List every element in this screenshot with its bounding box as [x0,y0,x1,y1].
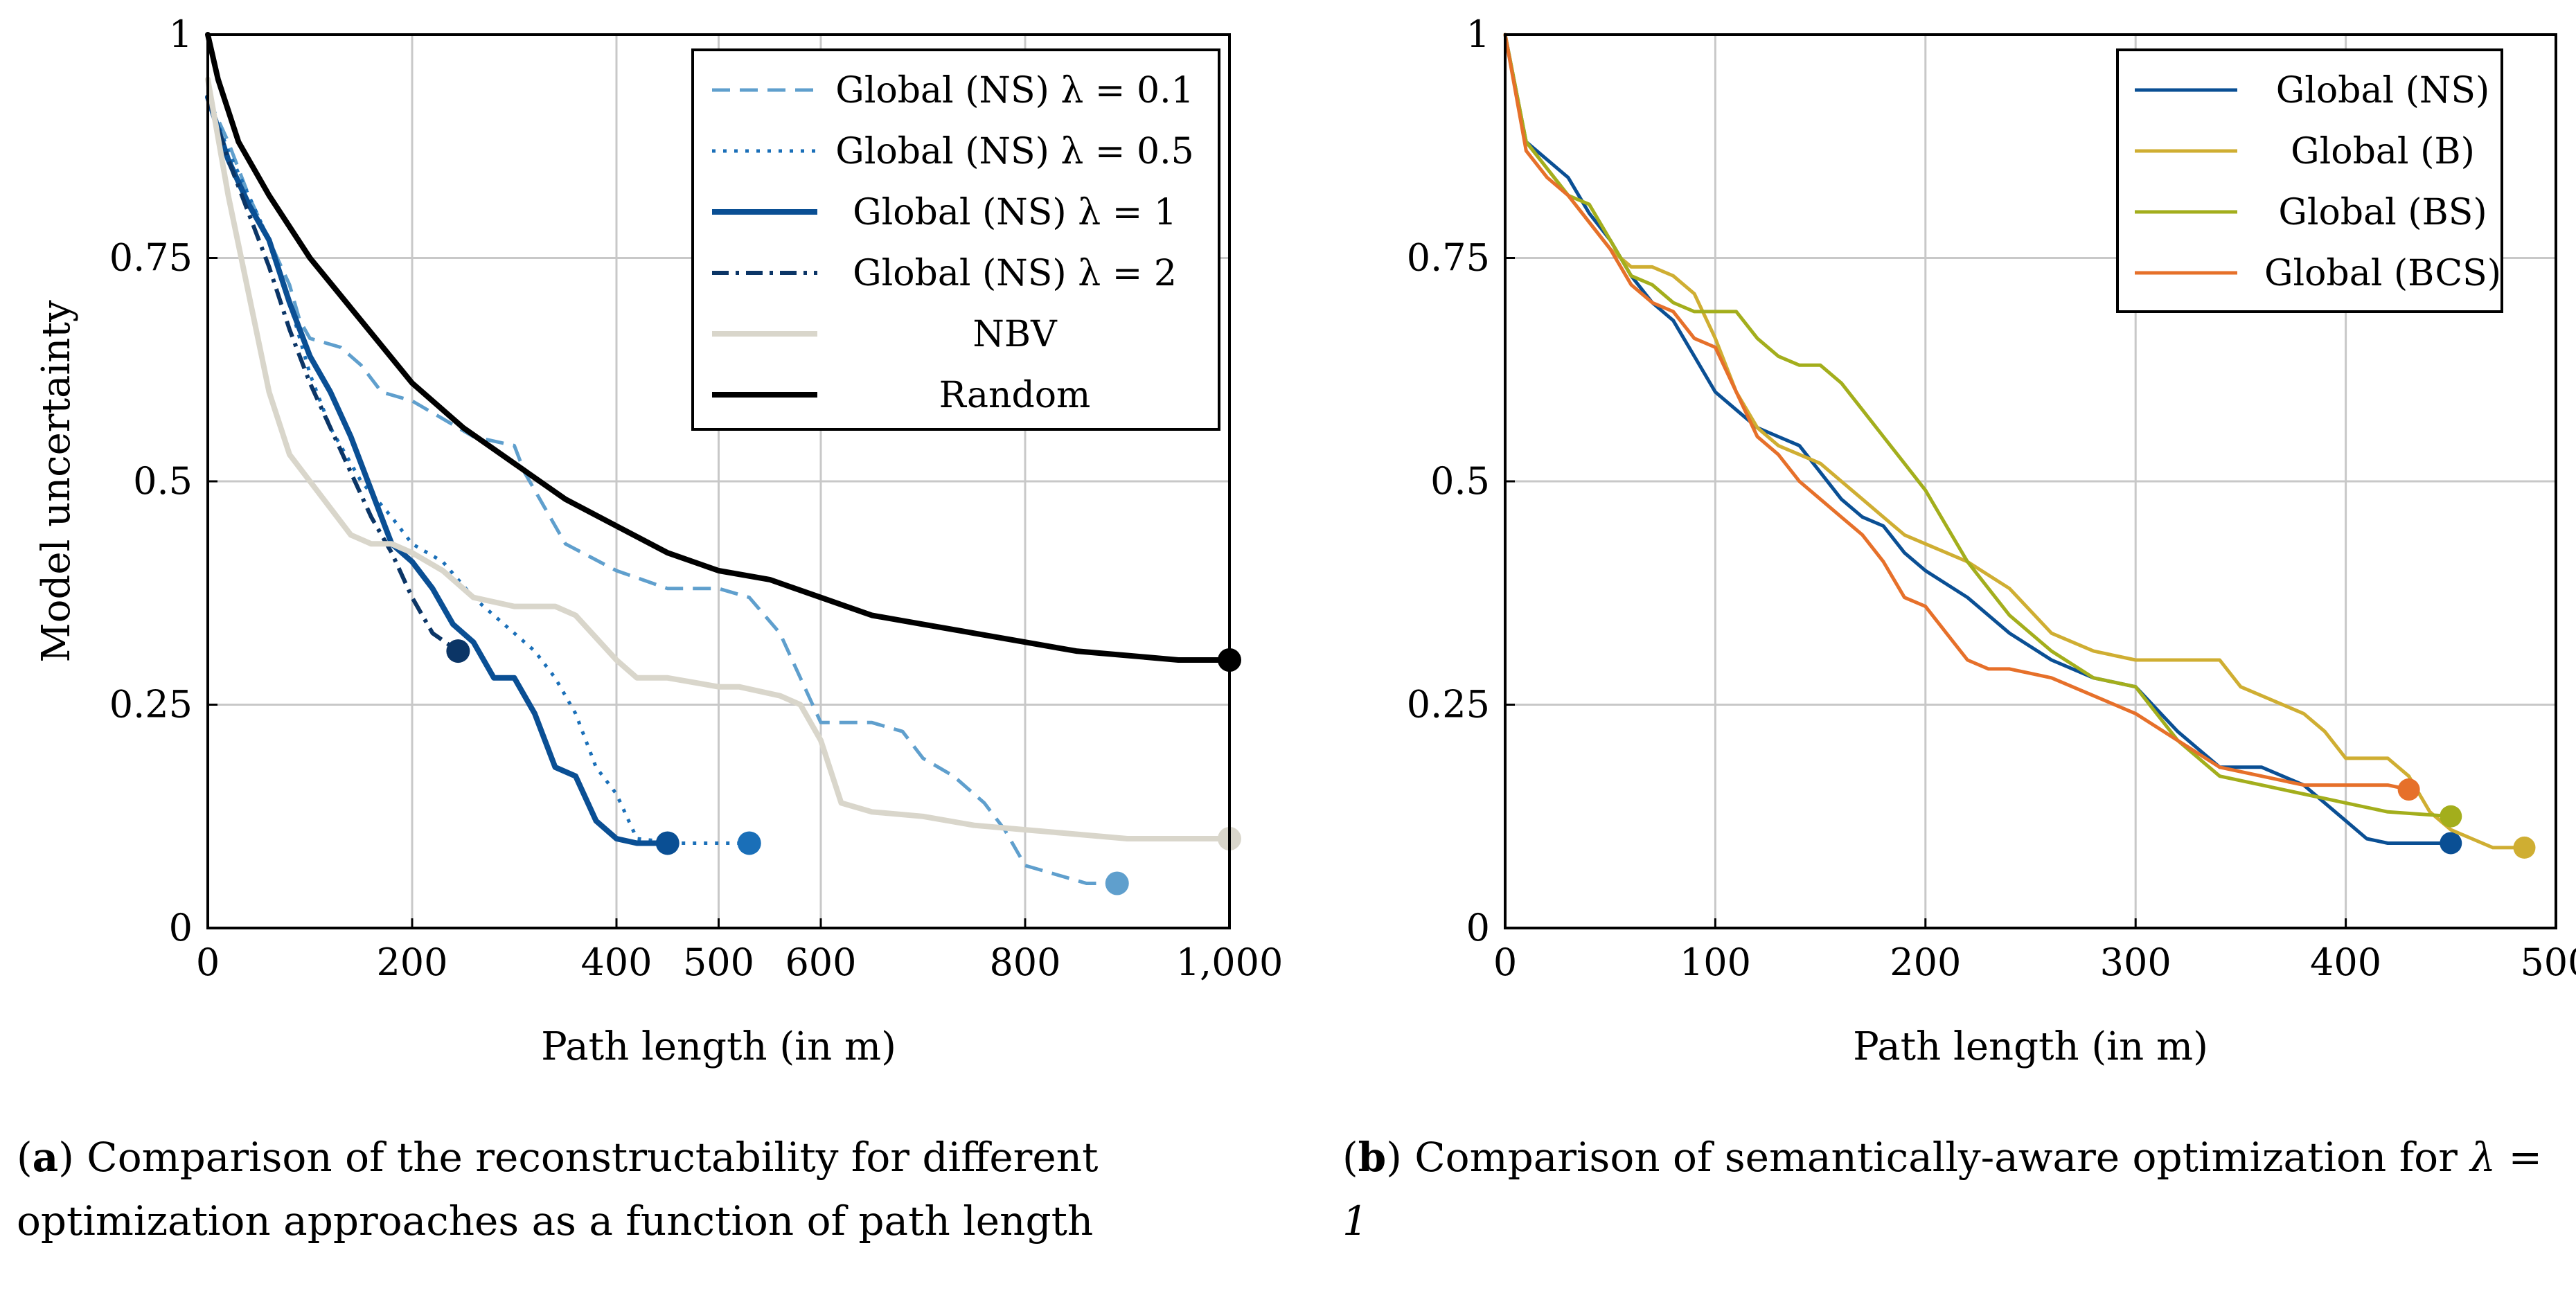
chart-a-ytick-label-4: 1 [169,12,193,56]
chart-b-ticks: 0 100 200 300 400 500 0 0.25 0.5 0.75 1 [1407,12,2576,984]
chart-b-ytick-label-0: 0 [1466,906,1490,949]
chart-a-xtick-label-0: 0 [196,940,220,984]
chart-a-series-3-line [206,96,460,653]
chart-a: 0 200 400 500 600 800 1,000 0 0.25 0.5 0.75 1 Path … [34,12,1283,1069]
chart-b-legend-label-2: Global (BS) [2278,192,2487,233]
chart-a-legend: Global (NS) λ = 0.1 Global (NS) λ = 0.5 Gl… [691,48,1220,431]
chart-b-xtick-label-0: 0 [1493,940,1517,984]
chart-b-ytick-label-3: 0.75 [1407,236,1490,280]
chart-a-xtick-label-5: 800 [989,940,1060,984]
chart-a-xtick-label-2: 400 [580,940,652,984]
chart-b-xlabel: Path length (in m) [1853,1024,2208,1069]
chart-a-ytick-label-0: 0 [169,906,193,949]
chart-b-legend-label-1: Global (B) [2291,131,2475,172]
chart-a-series-2-end-marker [655,831,679,855]
chart-b-ytick-label-4: 1 [1466,12,1490,56]
chart-a-series-2-line [205,94,670,846]
chart-a-series-3-end-marker [446,639,470,663]
chart-a-legend-label-0: Global (NS) λ = 0.1 [835,70,1193,112]
chart-b-xtick-label-4: 400 [2310,940,2381,984]
chart-b-series-3-line [1503,33,2411,792]
chart-b-xtick-label-3: 300 [2100,940,2171,984]
figure: 0 200 400 500 600 800 1,000 0 0.25 0.5 0.75 1 Path … [34,12,2576,1069]
chart-a-xlabel: Path length (in m) [541,1024,896,1069]
chart-b-legend-box [2116,48,2503,313]
caption-b-lambda: λ = 1 [1342,1134,2543,1245]
chart-b-series-3-end-marker [2397,778,2420,801]
chart-a-xtick-label-6: 1,000 [1176,940,1283,984]
chart-a-legend-box [691,48,1220,431]
chart-a-ytick-label-3: 0.75 [109,236,193,280]
chart-a-legend-label-3: Global (NS) λ = 2 [853,253,1177,294]
chart-b: 0 100 200 300 400 500 0 0.25 0.5 0.75 1 Path lengt… [1407,12,2576,1069]
chart-a-series [205,32,1241,895]
chart-b-series [1503,33,2536,859]
caption-a-text: Comparison of the reconstructability for… [17,1134,1099,1245]
chart-a-series-4-line [205,76,1232,841]
chart-a-ytick-label-2: 0.5 [133,459,193,503]
chart-a-legend-label-2: Global (NS) λ = 1 [853,192,1177,233]
chart-a-series-1-end-marker [737,831,761,855]
chart-b-legend-label-3: Global (BCS) [2264,253,2501,294]
chart-b-ytick-label-1: 0.25 [1407,683,1490,726]
chart-b-ytick-label-2: 0.5 [1430,459,1490,503]
chart-a-ytick-label-1: 0.25 [109,683,193,726]
chart-a-xtick-label-1: 200 [376,940,447,984]
chart-b-legend: Global (NS) Global (B) Global (BS) Global (… [2116,48,2503,313]
chart-b-series-2-line [1503,33,2453,819]
chart-a-ticks: 0 200 400 500 600 800 1,000 0 0.25 0.5 0.75 1 [109,12,1283,984]
chart-b-series-1-line [1503,33,2526,850]
chart-b-legend-label-0: Global (NS) [2276,70,2490,112]
caption-a: (a) Comparison of the reconstructability… [17,1134,1099,1245]
caption-b-tag: b [1358,1134,1387,1181]
caption-b: (b) Comparison of semantically-aware opt… [1342,1134,2543,1245]
caption-a-tag: a [32,1134,59,1181]
chart-a-legend-label-1: Global (NS) λ = 0.5 [835,131,1193,172]
chart-b-xtick-label-5: 500 [2520,940,2576,984]
chart-a-legend-label-5: Random [939,375,1091,416]
chart-a-series-1-line [206,96,749,845]
chart-a-xtick-label-3: 500 [683,940,754,984]
chart-b-series-0-end-marker [2440,832,2462,855]
chart-b-series-1-end-marker [2513,836,2536,859]
chart-a-xtick-label-4: 600 [785,940,856,984]
caption-b-text: Comparison of semantically-aware optimiz… [1401,1134,2471,1181]
chart-b-xtick-label-2: 200 [1890,940,1961,984]
chart-b-series-2-end-marker [2440,805,2462,828]
chart-a-ylabel: Model uncertainty [34,300,79,663]
chart-a-series-5-line [205,32,1232,663]
chart-a-legend-label-4: NBV [972,314,1058,355]
chart-a-series-0-end-marker [1105,871,1129,895]
chart-a-series-0-line [206,96,1117,885]
chart-b-xtick-label-1: 100 [1680,940,1751,984]
